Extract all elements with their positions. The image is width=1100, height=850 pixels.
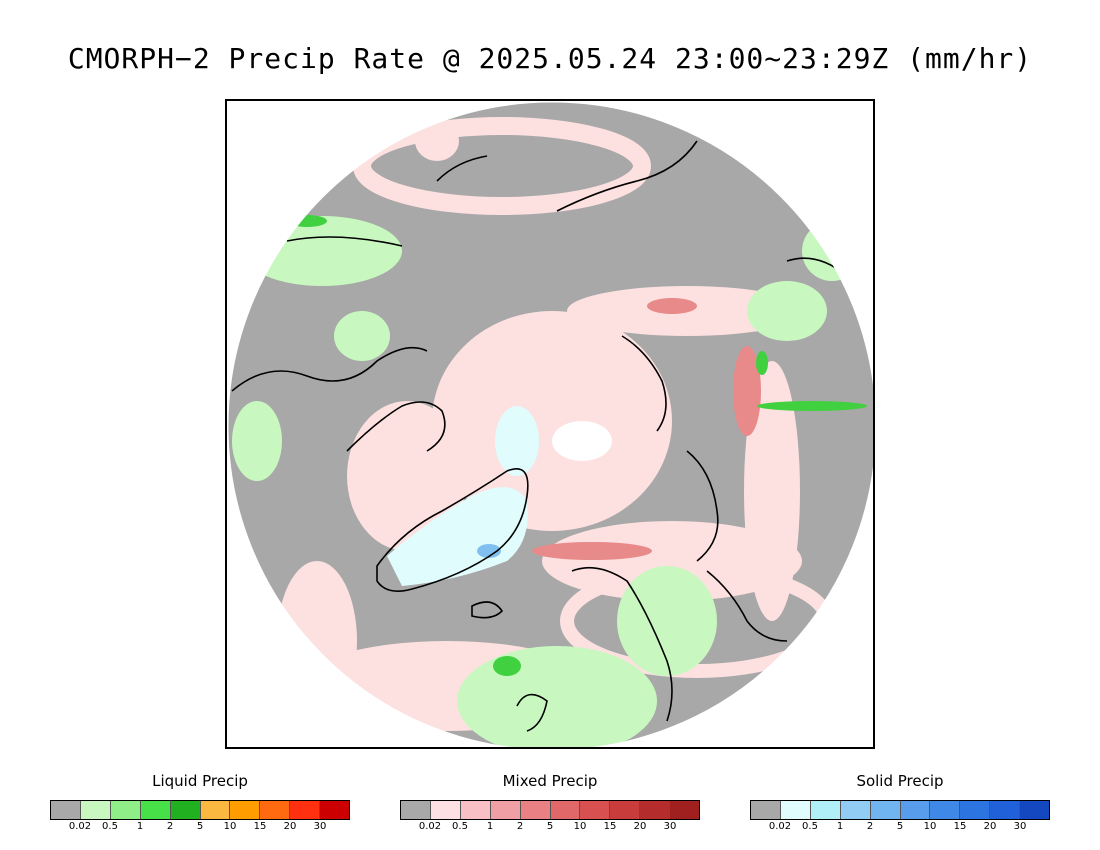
legend-tick-label: 5 <box>546 821 554 832</box>
legend-tick-label: 30 <box>663 821 677 832</box>
legend-swatch <box>610 801 641 819</box>
legend-tick-label: 0.5 <box>802 821 818 832</box>
tick-labels: 0.02 0.5 1 2 5 10 15 20 30 <box>750 820 1050 834</box>
tick-labels: 0.02 0.5 1 2 5 10 15 20 30 <box>400 820 700 834</box>
solid-precip-regions <box>387 406 612 586</box>
legend-tick-label: 1 <box>836 821 844 832</box>
legend-tick-label: 5 <box>196 821 204 832</box>
legend-tick-label: 2 <box>166 821 174 832</box>
legend-swatch <box>290 801 321 819</box>
legend-swatch <box>840 801 871 819</box>
legend-swatch <box>780 801 811 819</box>
legend-swatch <box>140 801 171 819</box>
legend-title: Mixed Precip <box>502 772 598 790</box>
legend-swatch <box>870 801 901 819</box>
legend-swatch <box>80 801 111 819</box>
legend-tick-label: 15 <box>603 821 617 832</box>
legend-liquid-precip: Liquid Precip 0.02 0.5 1 2 5 10 15 20 30 <box>50 772 350 834</box>
legend-swatch <box>200 801 231 819</box>
legend-tick-label: 1 <box>486 821 494 832</box>
legend-swatch <box>170 801 201 819</box>
legend-title: Solid Precip <box>856 772 944 790</box>
legend-swatch <box>51 801 81 819</box>
legend-tick-label: 5 <box>896 821 904 832</box>
color-bar <box>50 800 350 820</box>
legend-swatch <box>460 801 491 819</box>
legend-tick-label: 30 <box>313 821 327 832</box>
map-disc-edge <box>227 101 873 747</box>
legend-title: Liquid Precip <box>152 772 248 790</box>
legend-swatch <box>930 801 961 819</box>
legend-swatch <box>751 801 781 819</box>
legend-mixed-precip: Mixed Precip 0.02 0.5 1 2 5 10 15 20 30 <box>400 772 700 834</box>
color-bar <box>750 800 1050 820</box>
legend-tick-label: 0.5 <box>102 821 118 832</box>
legend-tick-label: 20 <box>983 821 997 832</box>
legend-swatch <box>810 801 841 819</box>
legend-swatch <box>1020 801 1050 819</box>
legend-swatch <box>110 801 141 819</box>
legend-tick-label: 15 <box>953 821 967 832</box>
polar-precip-map <box>227 101 873 747</box>
coastlines <box>231 140 848 732</box>
legend-swatch <box>670 801 700 819</box>
color-bar <box>400 800 700 820</box>
legend-tick-label: 15 <box>253 821 267 832</box>
legend-swatch <box>230 801 261 819</box>
legend-tick-label: 0.02 <box>768 821 792 832</box>
legend-tick-label: 2 <box>516 821 524 832</box>
legend-swatch <box>640 801 671 819</box>
legend-swatch <box>580 801 611 819</box>
legend-swatch <box>960 801 991 819</box>
legend-swatch <box>430 801 461 819</box>
legend-tick-label: 10 <box>573 821 587 832</box>
map-frame <box>225 99 875 749</box>
legend-tick-label: 20 <box>633 821 647 832</box>
tick-labels: 0.02 0.5 1 2 5 10 15 20 30 <box>50 820 350 834</box>
legend-swatch <box>490 801 521 819</box>
legend-tick-label: 10 <box>223 821 237 832</box>
legend-tick-label: 0.5 <box>452 821 468 832</box>
legend-swatch <box>520 801 551 819</box>
legend-tick-label: 10 <box>923 821 937 832</box>
legend-tick-label: 0.02 <box>68 821 92 832</box>
legend-swatch <box>401 801 431 819</box>
mixed-moderate-regions <box>532 298 761 560</box>
legend-solid-precip: Solid Precip 0.02 0.5 1 2 5 10 15 20 30 <box>750 772 1050 834</box>
legend-swatch <box>260 801 291 819</box>
legend-swatch <box>990 801 1021 819</box>
legend-tick-label: 0.02 <box>418 821 442 832</box>
legend-swatch <box>550 801 581 819</box>
legend-swatch <box>320 801 350 819</box>
legend-tick-label: 2 <box>866 821 874 832</box>
legend-tick-label: 1 <box>136 821 144 832</box>
legend-tick-label: 30 <box>1013 821 1027 832</box>
map-title: CMORPH−2 Precip Rate @ 2025.05.24 23:00~… <box>67 42 1033 75</box>
legend-swatch <box>900 801 931 819</box>
legend-tick-label: 20 <box>283 821 297 832</box>
